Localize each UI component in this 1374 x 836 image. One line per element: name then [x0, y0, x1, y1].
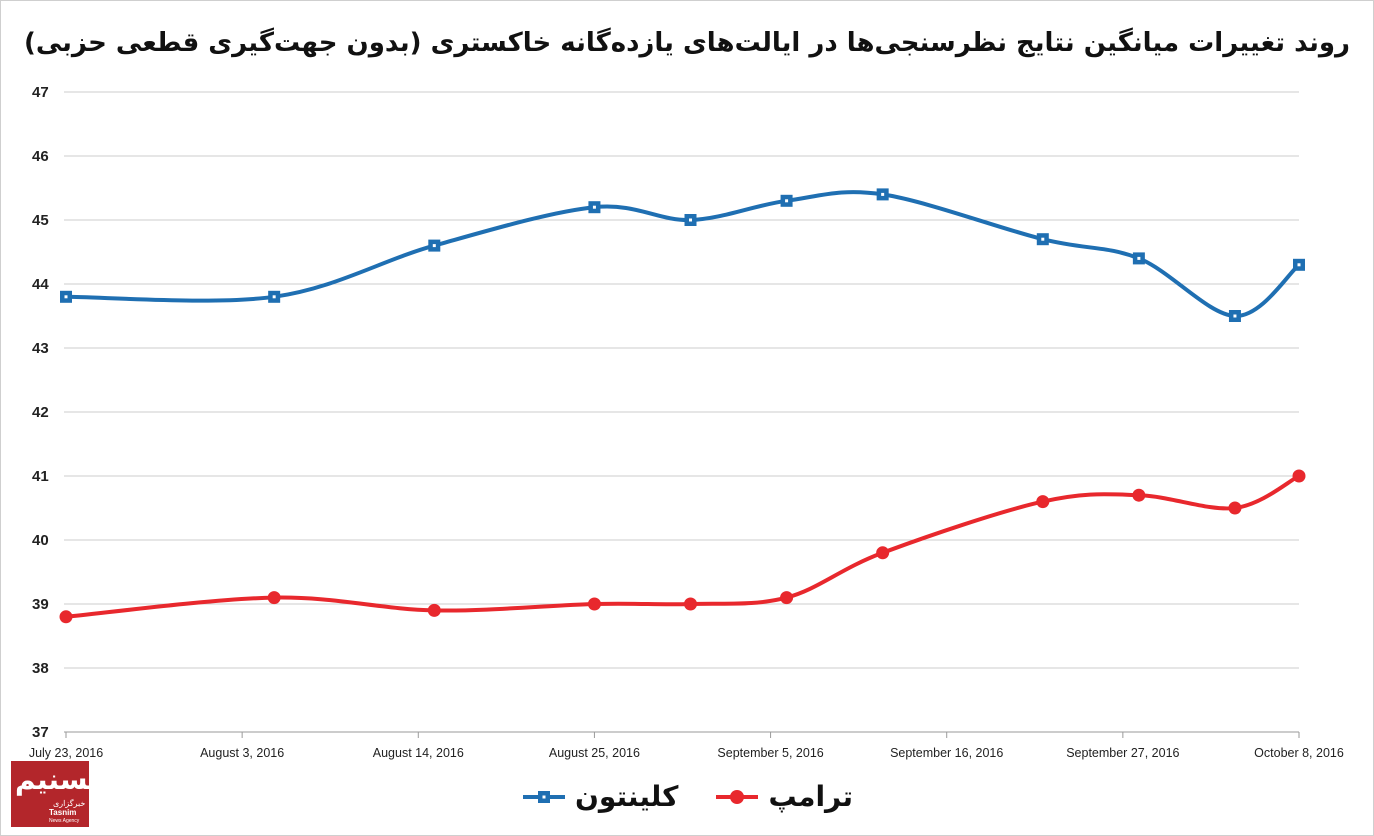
legend-label-clinton: کلینتون	[575, 780, 679, 813]
data-point-center-clinton	[64, 295, 68, 299]
data-point-center-clinton	[689, 218, 693, 222]
data-point-center-clinton	[1041, 237, 1045, 241]
data-point-trump	[780, 591, 794, 605]
chart-title: روند تغییرات میانگین نتایج نظرسنجی‌ها در…	[23, 28, 1350, 58]
y-tick-label: 47	[32, 84, 49, 101]
data-point-trump	[1292, 469, 1306, 483]
legend-item-trump: ترامپ	[714, 780, 853, 813]
legend-swatch-clinton	[523, 790, 565, 803]
y-tick-label: 43	[32, 340, 49, 357]
x-tick-label: August 25, 2016	[549, 746, 640, 760]
data-point-trump	[1132, 488, 1146, 502]
data-point-trump	[1036, 495, 1050, 509]
data-point-center-clinton	[592, 205, 596, 209]
x-tick-label: September 16, 2016	[890, 746, 1003, 760]
data-point-center-clinton	[785, 199, 789, 203]
x-tick-label: August 14, 2016	[373, 746, 464, 760]
x-tick-label: August 3, 2016	[200, 746, 284, 760]
tasnim-logo: تسنیم خبرگزاری Tasnim News Agency	[11, 761, 99, 827]
x-tick-label: September 5, 2016	[717, 746, 823, 760]
data-point-center-clinton	[1137, 256, 1141, 260]
data-point-center-clinton	[272, 295, 276, 299]
data-point-center-clinton	[1233, 314, 1237, 318]
y-tick-label: 44	[32, 276, 49, 293]
data-point-trump	[267, 591, 281, 605]
data-point-trump	[59, 610, 73, 624]
data-point-center-clinton	[1297, 263, 1301, 267]
legend: کلینتون ترامپ	[0, 780, 1374, 813]
series-line-trump	[65, 474, 1300, 619]
y-tick-label: 38	[32, 660, 49, 677]
y-tick-label: 39	[32, 596, 49, 613]
data-point-trump	[587, 597, 601, 611]
legend-item-clinton: کلینتون	[521, 780, 678, 813]
legend-label-trump: ترامپ	[768, 780, 853, 813]
y-tick-label: 41	[32, 468, 49, 485]
data-point-trump	[427, 603, 441, 617]
logo-text-fa: خبرگزاری	[53, 799, 86, 808]
data-point-trump	[1228, 501, 1242, 515]
data-point-center-clinton	[432, 244, 436, 248]
data-point-trump	[876, 546, 890, 560]
y-tick-label: 46	[32, 148, 49, 165]
logo-subtext: News Agency	[49, 818, 80, 824]
logo-mark: تسنیم	[15, 763, 99, 796]
x-tick-label: October 8, 2016	[1254, 746, 1344, 760]
logo-text-en: Tasnim	[49, 808, 77, 817]
x-tick-label: July 23, 2016	[29, 746, 103, 760]
y-tick-label: 40	[32, 532, 49, 549]
y-tick-label: 45	[32, 212, 49, 229]
legend-swatch-trump	[716, 789, 759, 804]
data-point-trump	[684, 597, 698, 611]
x-tick-label: September 27, 2016	[1066, 746, 1179, 760]
series-line-clinton	[65, 190, 1301, 319]
y-tick-label: 37	[32, 724, 49, 741]
data-point-center-clinton	[881, 192, 885, 196]
y-tick-label: 42	[32, 404, 49, 421]
